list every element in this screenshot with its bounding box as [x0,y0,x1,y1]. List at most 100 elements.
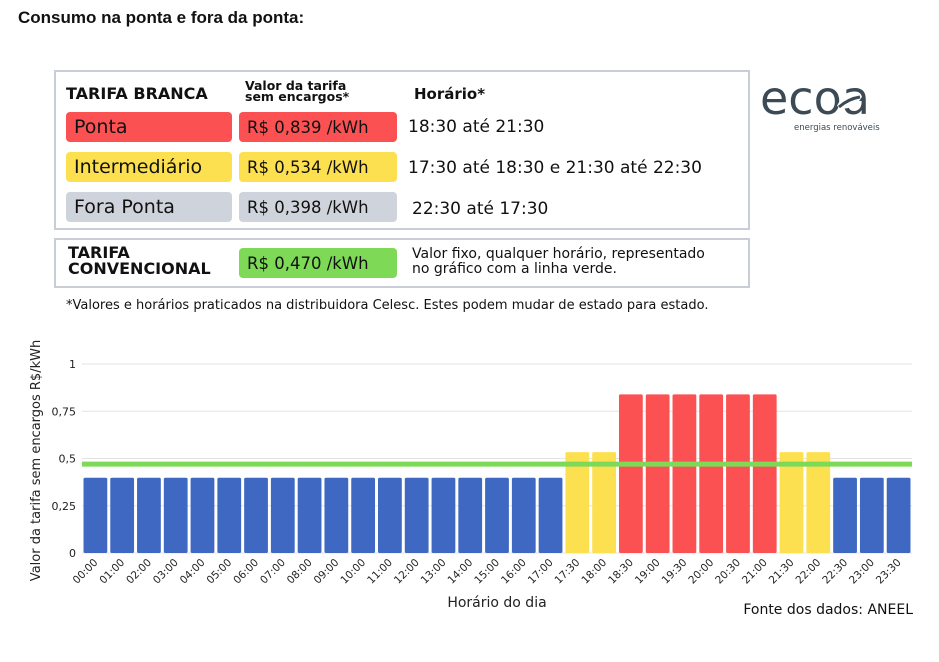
col-valor-line1: Valor da tarifa [245,78,347,93]
x-tick-label: 18:00 [579,557,609,587]
bar [378,477,402,553]
row-ponta-hours: 18:30 até 21:30 [408,117,545,137]
x-axis-label: Horário do dia [447,595,546,611]
convencional-title-line1: TARIFA [68,243,130,262]
x-tick-label: 17:00 [526,557,556,587]
row-intermediario-hours: 17:30 até 18:30 e 21:30 até 22:30 [408,158,702,178]
y-tick-label: 0,5 [59,453,77,466]
x-tick-label: 02:00 [124,557,154,587]
row-intermediario-label: Intermediário [66,152,232,182]
tarifa-convencional-box: TARIFA CONVENCIONAL R$ 0,470 /kWh Valor … [54,238,750,288]
bar [431,477,456,553]
x-tick-label: 10:00 [338,557,368,587]
bar [458,477,483,553]
col-valor-line2: sem encargos* [245,89,350,104]
bar [806,452,831,553]
bar [565,452,590,553]
bar [297,477,322,553]
y-tick-label: 0 [69,547,76,560]
x-tick-label: 05:00 [204,557,234,587]
bar [217,477,242,553]
x-tick-label: 18:30 [606,557,636,587]
bar [324,477,349,553]
x-tick-label: 17:30 [553,557,583,587]
bar [779,452,804,553]
bar [190,477,215,553]
x-tick-label: 03:00 [151,557,181,587]
convencional-title-line2: CONVENCIONAL [68,259,211,278]
convencional-price: R$ 0,470 /kWh [239,248,397,278]
bar [592,452,616,553]
x-tick-label: 12:00 [392,557,422,587]
x-tick-label: 19:00 [633,557,663,587]
bar [538,477,563,553]
x-tick-label: 15:00 [472,557,502,587]
row-ponta-price: R$ 0,839 /kWh [239,112,397,142]
bar [672,394,697,553]
bar [833,477,857,553]
bar [163,477,188,553]
tariff-bar-chart: 0 0,25 0,5 0,75 1 00:0001:0002:0003:0004:0005… [29,340,912,611]
bar [137,477,161,553]
row-fora-ponta-hours: 22:30 até 17:30 [412,199,549,219]
x-tick-label: 22:00 [794,557,824,587]
x-tick-label: 19:30 [660,557,690,587]
x-tick-label: 21:30 [767,557,797,587]
x-tick-label: 16:00 [499,557,529,587]
page-title: Consumo na ponta e fora da ponta: [18,8,305,27]
y-tick-label: 0,75 [52,405,77,418]
col-horario-header: Horário* [414,85,486,103]
col-valor-header: Valor da tarifa sem encargos* [245,78,350,104]
x-tick-label: 11:00 [365,557,395,587]
tarifa-branca-title: TARIFA BRANCA [66,84,208,103]
x-tick-label: 21:00 [740,557,770,587]
bar [618,394,643,553]
x-tick-label: 22:30 [820,557,850,587]
y-tick-label: 0,25 [52,500,77,513]
bar [244,477,268,553]
y-tick-label: 1 [69,358,76,371]
x-tick-label: 08:00 [285,557,315,587]
x-tick-label: 20:30 [713,557,743,587]
row-fora-ponta-price: R$ 0,398 /kWh [239,192,397,222]
x-tick-label: 13:00 [419,557,449,587]
x-tick-label: 01:00 [97,557,127,587]
row-ponta-label: Ponta [66,112,232,142]
x-tick-label: 06:00 [231,557,261,587]
data-source: Fonte dos dados: ANEEL [743,602,913,618]
x-tick-label: 09:00 [312,557,342,587]
row-intermediario-price: R$ 0,534 /kWh [239,152,397,182]
convencional-title: TARIFA CONVENCIONAL [68,245,211,277]
convencional-desc-line2: no gráfico com a linha verde. [412,261,617,277]
x-tick-label: 04:00 [178,557,208,587]
x-tick-label: 23:30 [874,557,904,587]
bar [886,477,911,553]
convencional-desc-line1: Valor fixo, qualquer horário, representa… [412,246,705,262]
convencional-description: Valor fixo, qualquer horário, representa… [412,247,705,277]
bar [726,394,750,553]
y-axis-label: Valor da tarifa sem encargos R$/kWh [29,340,44,581]
bar [83,477,108,553]
x-tick-label: 07:00 [258,557,288,587]
x-tick-label: 00:00 [71,557,101,587]
logo-tagline: energias renováveis [794,123,880,133]
bar [351,477,376,553]
bar [270,477,295,553]
tarifa-branca-box: TARIFA BRANCA Valor da tarifa sem encarg… [54,70,750,230]
ecoa-leaf-logo-icon: ecoa energias renováveis [760,71,880,133]
bar [752,394,777,553]
footnote: *Valores e horários praticados na distri… [66,298,709,313]
bar [485,477,509,553]
bar [511,477,536,553]
x-tick-label: 20:00 [686,557,716,587]
bar [404,477,429,553]
row-fora-ponta-label: Fora Ponta [66,192,232,222]
x-tick-label: 23:00 [847,557,877,587]
bar [110,477,135,553]
leaf-vein [838,95,861,109]
x-tick-label: 14:00 [445,557,475,587]
ecoa-logo: ecoa energias renováveis [760,71,915,136]
bar [699,394,724,553]
bar [645,394,670,553]
bar [859,477,884,553]
